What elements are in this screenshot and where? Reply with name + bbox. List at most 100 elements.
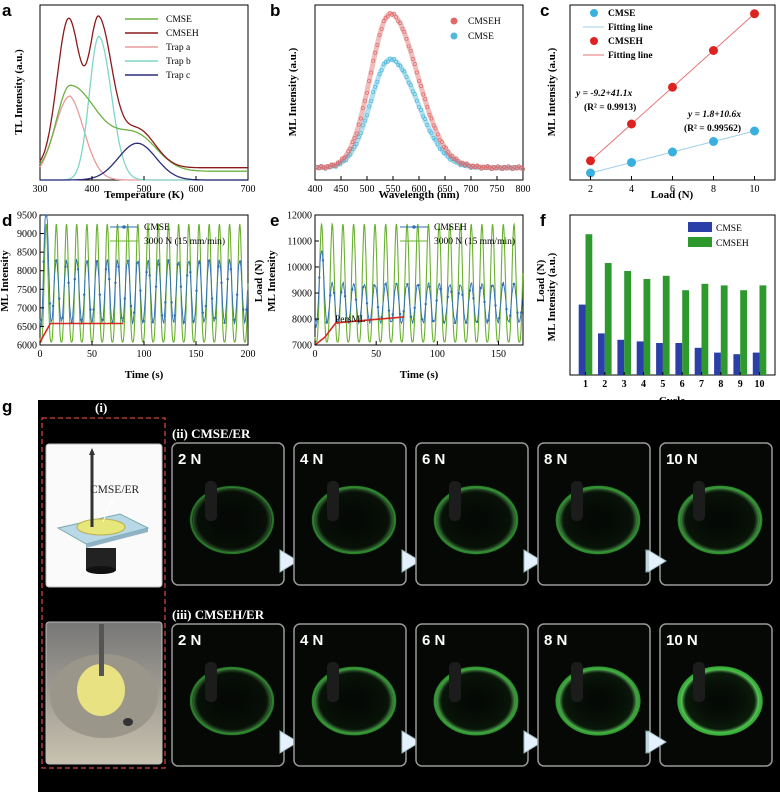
ml-point [520, 311, 523, 314]
y-tick-label: 6500 [17, 322, 37, 333]
x-tick-label: 400 [308, 184, 323, 195]
cmseh-spectrum-point [362, 98, 367, 103]
x-tick-label: 3 [622, 379, 627, 390]
cmseh-spectrum-point [423, 97, 428, 102]
y-tick-label: 7000 [17, 303, 37, 314]
x-tick-label: 800 [516, 184, 531, 195]
bar-cmseh [759, 285, 767, 375]
ml-point [198, 261, 201, 264]
cmse-spectrum-point [427, 128, 432, 133]
cmseh-spectrum-point [489, 167, 494, 171]
panel-letter-b: b [270, 1, 280, 20]
x-tick-label: 500 [137, 184, 152, 195]
tl-curves [39, 15, 248, 181]
ml-point [406, 283, 409, 286]
ml-point [164, 301, 167, 304]
ml-point [48, 302, 52, 305]
cmseh-spectrum-point [521, 167, 525, 172]
point-cmseh [709, 46, 718, 55]
y-tick-label: 9500 [17, 211, 37, 222]
schematic-card [45, 443, 163, 588]
legend-cmse-b: CMSE [468, 32, 494, 42]
ml-point [220, 281, 223, 284]
legend-trap-b: Trap b [166, 57, 191, 67]
ylabel-f: ML Intensity (a.u.) [546, 252, 558, 341]
cmseh-spectrum-point [404, 36, 409, 41]
x-tick-label: 150 [189, 349, 204, 360]
cmse-spectrum-point [456, 161, 461, 166]
cmseh-spectrum-point [500, 167, 505, 172]
ml-point [136, 261, 139, 264]
ml-point [239, 260, 242, 263]
cmse-spectrum-point [383, 60, 388, 65]
cmseh-spectrum-point [402, 29, 407, 34]
cmse-spectrum-point [412, 92, 417, 97]
legend-cmseh-b: CMSEH [468, 17, 501, 27]
ml-point [176, 263, 179, 266]
x-tick-label: 1 [583, 379, 588, 390]
cmse-spectrum-point [404, 74, 409, 79]
luminescence-tiles: 2 N 4 N 6 N 8 N 10 N 2 N 4 N 6 N 8 N 10 N [171, 442, 773, 767]
ml-point [195, 289, 198, 292]
ml-point [207, 259, 211, 262]
x-tick-label: 700 [464, 184, 479, 195]
panel-letter-f: f [540, 211, 546, 230]
load-fit-plot [586, 9, 759, 178]
legend-cmse-f: CMSE [716, 224, 742, 234]
cmseh-spectrum-point [356, 122, 361, 127]
cmseh-spectrum-point [452, 157, 457, 162]
ml-point [245, 308, 248, 311]
point-cmseh [586, 156, 595, 166]
ml-point [340, 291, 343, 294]
ml-point [457, 292, 460, 295]
cmseh-spectrum-point [433, 126, 438, 131]
point-cmseh [750, 9, 759, 19]
x-tick-label: 100 [430, 349, 445, 360]
ml-point [64, 265, 67, 268]
ml-point [329, 294, 332, 297]
ring-edge [677, 666, 763, 736]
ml-point [161, 314, 164, 317]
legend-cmse: CMSE [166, 15, 192, 25]
load-label: 6 N [422, 632, 445, 649]
bar-cmse [598, 333, 605, 375]
ylabel-c: ML Intensity (a.u.) [546, 47, 558, 136]
ticks-e: 0 50 100 150 7000 8000 9000 10000 11000 12000 [287, 211, 506, 361]
cmse-spectrum-point [433, 137, 438, 142]
ml-point [179, 285, 183, 288]
x-ticks-c: 2 4 6 8 10 [588, 176, 760, 195]
ml-point [235, 293, 239, 296]
ml-point [204, 304, 208, 308]
plot-frame-a [39, 4, 249, 181]
cmseh-spectrum-point [331, 163, 336, 168]
cmseh-spectrum-point [504, 166, 509, 171]
ml-point [39, 318, 42, 322]
ticks-d: 0 50 100 150 200 6000 6500 7000 7500 8000 8500 9000… [17, 211, 256, 361]
cmseh-spectrum-point [494, 166, 498, 171]
photo-probe [99, 624, 104, 676]
cmseh-spectrum-point [442, 144, 446, 149]
cmseh-spectrum-point [510, 167, 515, 172]
cmseh-spectrum-point [360, 106, 365, 111]
ml-point [468, 289, 471, 292]
x-tick-label: 50 [87, 349, 97, 360]
cmse-spectrum-point [354, 142, 359, 146]
x-tick-label: 150 [491, 349, 506, 360]
next-arrow-icon [279, 549, 299, 573]
legend-b: CMSEH CMSE [450, 17, 501, 42]
cmseh-spectrum-point [429, 116, 434, 121]
load-label: 2 N [178, 632, 201, 649]
bar-cmse [636, 341, 644, 375]
cmseh-spectrum-point [365, 90, 369, 95]
ring-edge [189, 485, 275, 555]
fit-equation-cmseh: y = -9.2+41.1x [575, 89, 632, 99]
ml-point [318, 276, 321, 279]
tile-cmse-2n: 2 N [171, 442, 299, 586]
x-ticks-b: 400 450 500 550 600 650 700 750 800 [308, 176, 531, 195]
cmseh-spectrum-point [354, 131, 359, 136]
legend-cmseh-f: CMSEH [716, 239, 749, 249]
cmseh-spectrum-point [417, 79, 421, 84]
cmseh-spectrum-point [431, 123, 436, 128]
legend-marker-cmseh [450, 17, 458, 25]
